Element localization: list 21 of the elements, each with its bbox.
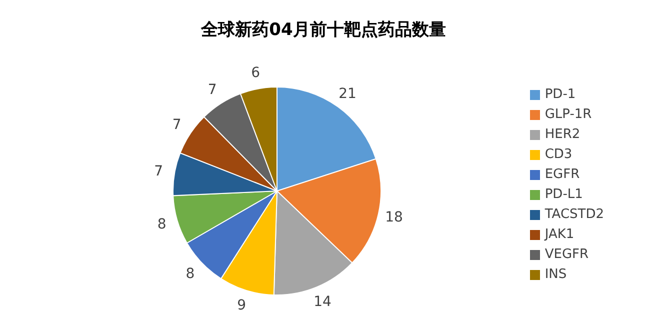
data-label: 8 [186,266,195,282]
chart-title: 全球新药04月前十靶点药品数量 [200,19,447,42]
legend-label: PD-L1 [544,186,583,204]
legend-label: TACSTD2 [544,206,604,224]
legend-label: PD-1 [544,86,576,104]
data-label: 7 [154,163,164,180]
data-label: 9 [237,298,246,314]
legend-label: JAK1 [544,226,574,244]
data-label: 21 [338,86,356,102]
data-label: 7 [172,116,182,133]
data-label: 18 [385,210,403,226]
legend-label: INS [544,266,567,284]
data-label: 14 [314,294,332,310]
legend-label: VEGFR [544,246,589,264]
legend-label: CD3 [544,146,572,164]
legend-label: EGFR [544,166,580,184]
legend-label: HER2 [544,126,580,144]
data-label: 6 [251,64,260,81]
data-label: 8 [157,216,166,233]
legend-label: GLP-1R [544,106,592,124]
data-label: 7 [208,82,217,98]
